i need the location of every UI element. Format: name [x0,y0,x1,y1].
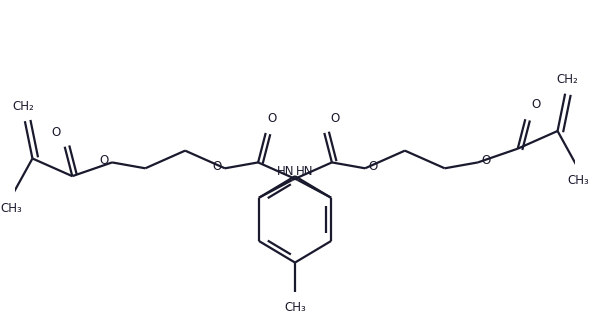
Text: O: O [330,112,339,125]
Text: HN: HN [296,165,313,178]
Text: O: O [268,112,277,125]
Text: HN: HN [277,165,294,178]
Text: O: O [481,154,491,167]
Text: O: O [99,154,109,167]
Text: O: O [369,160,378,173]
Text: CH₃: CH₃ [568,174,589,187]
Text: CH₂: CH₂ [12,100,34,113]
Text: O: O [531,98,540,111]
Text: O: O [52,126,61,139]
Text: O: O [212,160,221,173]
Text: CH₃: CH₃ [284,301,306,314]
Text: CH₂: CH₂ [556,73,578,86]
Text: CH₃: CH₃ [1,202,22,215]
